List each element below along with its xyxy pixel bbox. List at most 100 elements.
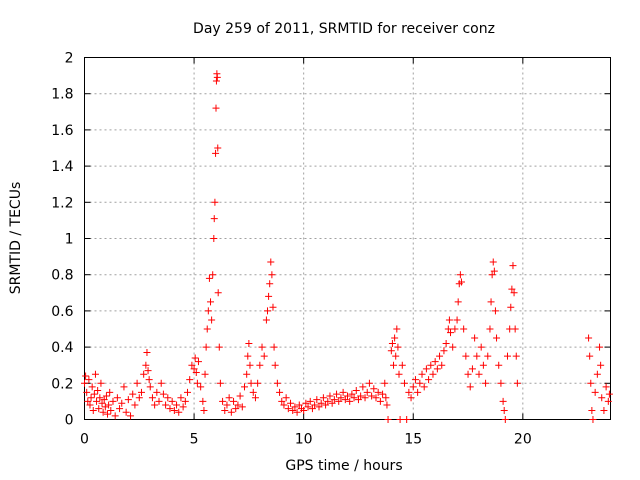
data-point	[317, 399, 325, 407]
y-tick-label: 1.8	[51, 87, 73, 103]
data-point	[462, 352, 470, 360]
data-point	[244, 352, 252, 360]
data-point	[203, 325, 211, 333]
data-point	[602, 383, 610, 391]
data-point	[83, 388, 91, 396]
data-point	[427, 361, 435, 369]
y-tick-label: 1.2	[51, 195, 73, 211]
data-point	[359, 383, 367, 391]
data-point	[105, 401, 113, 409]
data-point	[495, 361, 503, 369]
data-point	[162, 401, 170, 409]
data-point	[357, 392, 365, 400]
data-point	[444, 325, 452, 333]
data-point	[89, 406, 97, 414]
data-point	[122, 408, 130, 416]
data-point	[328, 399, 336, 407]
data-point	[438, 361, 446, 369]
data-point	[319, 394, 327, 402]
y-tick-label: 0.4	[51, 340, 73, 356]
data-point	[411, 376, 419, 384]
data-point	[197, 383, 205, 391]
data-point	[210, 235, 218, 242]
data-point	[236, 392, 244, 400]
data-point	[390, 361, 398, 369]
data-point	[95, 405, 103, 413]
data-point	[456, 271, 464, 279]
data-point	[143, 349, 151, 357]
data-point	[157, 379, 165, 387]
data-point	[247, 379, 255, 387]
data-point	[589, 416, 597, 423]
x-tick-label: 0	[80, 432, 89, 448]
data-point	[91, 370, 99, 378]
data-point	[113, 394, 121, 402]
data-point	[168, 397, 176, 405]
data-point	[215, 343, 223, 351]
data-point	[202, 343, 210, 351]
data-point	[223, 401, 231, 409]
data-point	[447, 329, 455, 337]
data-point	[383, 401, 391, 409]
data-point	[344, 392, 351, 400]
data-point	[418, 370, 426, 378]
data-point	[84, 397, 92, 405]
data-point	[221, 406, 229, 414]
data-point	[153, 388, 161, 396]
data-point	[374, 388, 382, 396]
data-point	[144, 367, 152, 375]
data-point	[381, 379, 389, 387]
data-point	[264, 307, 272, 315]
data-point	[177, 394, 185, 402]
data-point	[212, 77, 220, 85]
data-point	[464, 370, 472, 378]
data-point	[225, 394, 233, 402]
data-point	[491, 307, 499, 315]
data-point	[81, 379, 88, 387]
data-point	[96, 394, 104, 402]
data-point	[508, 285, 516, 293]
data-point	[302, 399, 310, 407]
x-tick-label: 20	[514, 432, 532, 448]
data-point	[363, 388, 371, 396]
data-point	[181, 397, 189, 405]
data-point	[341, 396, 349, 404]
data-point	[120, 383, 128, 391]
data-point	[324, 397, 332, 405]
data-point	[179, 403, 187, 411]
data-point	[118, 399, 126, 407]
data-point	[422, 365, 430, 373]
data-point	[509, 262, 517, 270]
data-point	[501, 416, 509, 423]
data-point	[155, 397, 163, 405]
data-point	[278, 397, 286, 405]
data-point	[273, 379, 281, 387]
data-point	[477, 343, 485, 351]
data-point	[405, 388, 413, 396]
data-point	[98, 399, 106, 407]
data-point	[213, 73, 221, 81]
data-point	[230, 397, 238, 405]
data-point	[268, 271, 276, 279]
data-point	[487, 298, 495, 306]
data-point	[293, 408, 301, 416]
x-tick-label: 10	[295, 432, 313, 448]
axis-ticks: 00.20.40.60.811.21.41.61.820 5 10 15 20	[51, 51, 611, 448]
data-point	[216, 379, 224, 387]
data-point	[598, 394, 606, 402]
data-point	[246, 361, 254, 369]
data-point	[140, 370, 148, 378]
data-point	[129, 390, 137, 398]
data-point	[396, 416, 404, 423]
data-point	[251, 394, 259, 402]
data-point	[490, 267, 498, 275]
data-point	[258, 343, 266, 351]
data-point	[605, 390, 613, 398]
data-point	[482, 379, 490, 387]
data-point	[407, 394, 415, 402]
data-point	[604, 397, 612, 405]
y-tick-label: 2	[65, 51, 74, 67]
data-point	[593, 370, 601, 378]
data-point	[86, 401, 94, 409]
data-point	[449, 343, 457, 351]
